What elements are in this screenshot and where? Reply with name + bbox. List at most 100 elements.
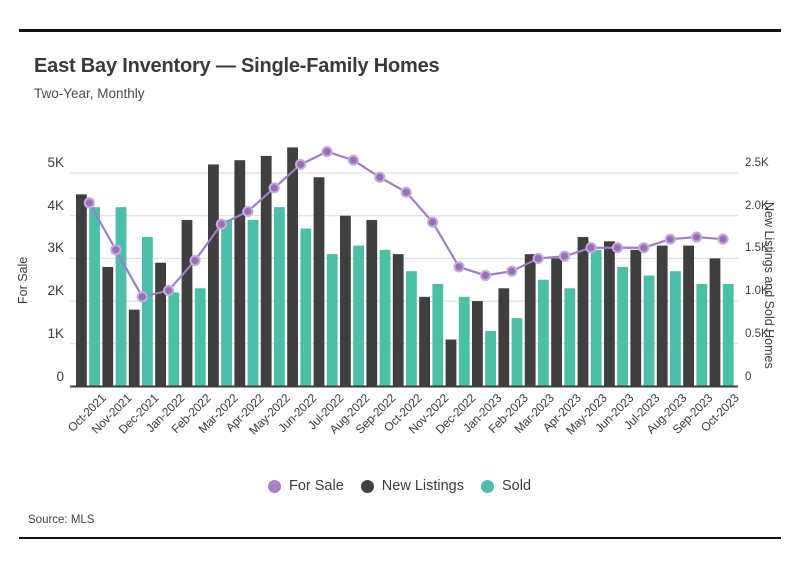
for-sale-point <box>347 154 359 166</box>
bar-new-listings <box>683 245 694 387</box>
bar-new-listings <box>551 258 562 387</box>
bar-sold <box>221 219 232 387</box>
bar-new-listings <box>630 249 642 387</box>
for-sale-point <box>611 242 624 254</box>
legend-dot-icon <box>267 479 281 493</box>
bar-new-listings <box>445 339 457 387</box>
for-sale-point <box>374 171 386 183</box>
bar-sold <box>353 245 364 387</box>
for-sale-point <box>427 216 439 228</box>
bar-sold <box>538 279 549 387</box>
bar-sold <box>406 271 417 387</box>
legend-item-new-listings: New Listings <box>360 478 464 494</box>
right-axis-tick-label: 0 <box>745 370 752 383</box>
legend-label: New Listings <box>381 478 464 494</box>
bar-new-listings <box>419 296 430 387</box>
for-sale-point <box>506 265 518 277</box>
for-sale-point <box>453 261 465 273</box>
bar-sold <box>590 249 602 387</box>
bar-sold <box>379 249 391 387</box>
bar-new-listings <box>102 266 114 387</box>
bar-sold <box>564 288 576 387</box>
left-axis-tick-label: 3K <box>47 240 64 256</box>
for-sale-point <box>268 182 280 194</box>
bar-new-listings <box>577 237 589 387</box>
for-sale-point <box>321 146 333 158</box>
left-axis-tick-label: 2K <box>47 283 64 299</box>
for-sale-point <box>136 291 148 303</box>
for-sale-point <box>585 242 597 254</box>
for-sale-point <box>479 269 491 282</box>
bar-new-listings <box>604 241 615 387</box>
chart-legend: For Sale New Listings Sold <box>0 478 799 494</box>
bar-new-listings <box>313 177 325 387</box>
for-sale-point <box>717 233 729 245</box>
legend-label: Sold <box>501 478 532 494</box>
right-axis-tick-label: 2.0K <box>745 199 769 212</box>
for-sale-point <box>664 233 676 245</box>
bar-sold <box>485 330 496 387</box>
bar-new-listings <box>234 160 246 387</box>
bar-new-listings <box>472 301 483 387</box>
bar-new-listings <box>208 164 219 387</box>
bar-new-listings <box>366 219 378 387</box>
left-axis-tick-label: 0 <box>56 368 64 384</box>
bar-new-listings <box>260 155 272 387</box>
bar-new-listings <box>656 245 668 387</box>
bar-sold <box>194 288 206 387</box>
for-sale-point <box>400 186 412 198</box>
bar-sold <box>89 207 100 387</box>
bar-sold <box>432 284 444 387</box>
bar-new-listings <box>709 258 721 387</box>
for-sale-point <box>242 205 254 218</box>
for-sale-point <box>295 158 307 171</box>
bar-new-listings <box>128 309 140 387</box>
legend-item-for-sale: For Sale <box>267 478 344 494</box>
for-sale-point <box>83 197 96 209</box>
bottom-rule <box>19 537 781 539</box>
bar-sold <box>696 284 708 387</box>
legend-dot-icon <box>480 479 494 493</box>
bar-sold <box>722 284 734 387</box>
right-axis-tick-label: 1.5K <box>745 242 769 255</box>
bar-new-listings <box>340 215 351 387</box>
bar-new-listings <box>181 219 193 387</box>
bar-sold <box>643 275 655 387</box>
for-sale-point <box>559 250 571 262</box>
right-axis-tick-label: 1.0K <box>745 285 769 298</box>
page-title: East Bay Inventory — Single-Family Homes <box>34 55 440 77</box>
bar-new-listings <box>524 254 536 387</box>
bar-sold <box>115 207 127 387</box>
for-sale-point <box>110 244 122 256</box>
bar-sold <box>670 271 681 387</box>
bar-sold <box>274 207 285 387</box>
bar-sold <box>168 292 180 387</box>
right-axis-tick-label: 2.5K <box>745 157 769 169</box>
bar-sold <box>300 228 312 387</box>
left-axis-tick-label: 1K <box>47 325 64 341</box>
legend-item-sold: Sold <box>480 478 532 494</box>
page-subtitle: Two-Year, Monthly <box>34 86 145 101</box>
bar-sold <box>458 296 470 387</box>
for-sale-point <box>638 242 650 254</box>
left-axis-title: For Sale <box>16 256 30 304</box>
right-axis-title: New Listings and Sold Homes <box>762 201 776 369</box>
for-sale-point <box>532 252 544 264</box>
for-sale-point <box>215 218 227 230</box>
top-rule <box>19 29 781 32</box>
source-note: Source: MLS <box>28 514 95 526</box>
bar-sold <box>247 219 259 387</box>
left-axis-tick-label: 4K <box>47 197 64 213</box>
bar-new-listings <box>498 288 510 387</box>
legend-dot-icon <box>360 479 374 493</box>
for-sale-point <box>163 284 175 297</box>
bar-sold <box>511 318 523 387</box>
bar-new-listings <box>76 194 87 387</box>
for-sale-point <box>691 231 703 243</box>
bar-new-listings <box>155 262 166 387</box>
legend-label: For Sale <box>288 478 344 494</box>
bar-sold <box>142 237 153 387</box>
for-sale-point <box>189 254 201 267</box>
